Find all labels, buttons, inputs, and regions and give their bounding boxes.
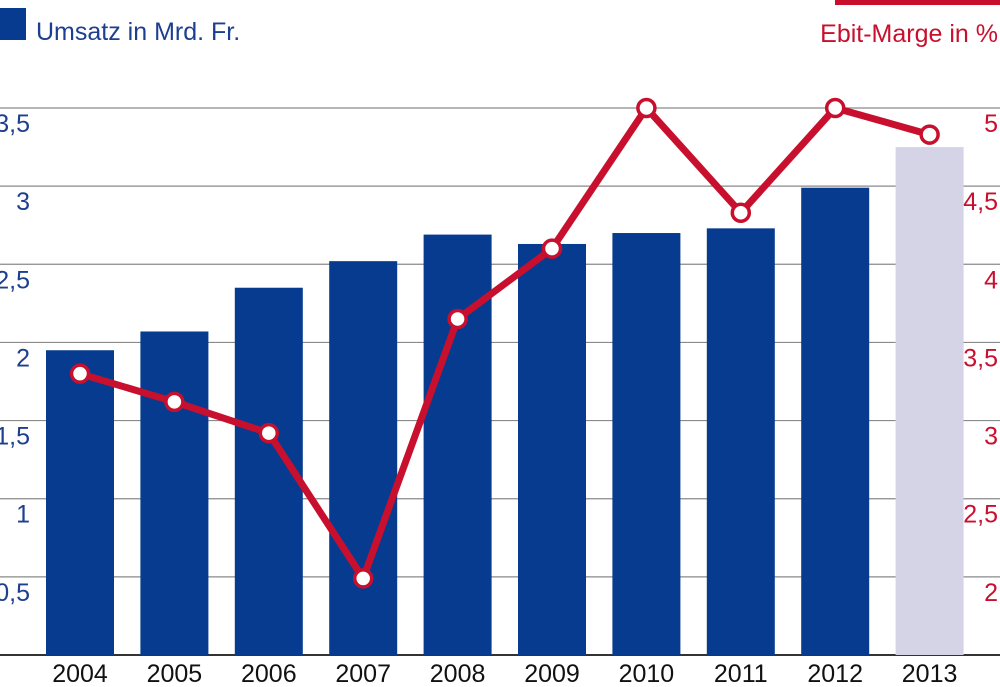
left-tick-label: 3 xyxy=(16,188,30,216)
legend-right-label: Ebit-Marge in % xyxy=(820,20,998,48)
margin-point-2008 xyxy=(447,308,468,330)
left-tick-label: 2 xyxy=(16,344,30,372)
margin-line xyxy=(69,97,940,589)
bar-2004 xyxy=(46,350,114,655)
bar-2010 xyxy=(612,233,681,655)
legend: Umsatz in Mrd. Fr. Ebit-Marge in % xyxy=(0,0,1000,48)
margin-point-2009 xyxy=(541,238,563,259)
x-tick-label: 2004 xyxy=(52,660,108,687)
bar-2007 xyxy=(329,261,398,655)
left-axis-ticks: 0,5 1 1,5 2 2,5 3 3,5 xyxy=(0,110,30,607)
right-tick-label: 4,5 xyxy=(963,188,998,216)
right-tick-label: 3,5 xyxy=(963,344,998,372)
margin-point-2013 xyxy=(919,124,940,145)
bar-2013 xyxy=(895,147,964,656)
bars xyxy=(46,147,964,656)
legend-left-label: Umsatz in Mrd. Fr. xyxy=(36,18,240,46)
right-tick-label: 2 xyxy=(984,579,998,607)
bar-2011 xyxy=(706,228,775,655)
legend-right-swatch xyxy=(835,0,1000,5)
left-tick-label: 1 xyxy=(16,501,30,529)
x-tick-label: 2006 xyxy=(241,660,297,687)
margin-point-2010 xyxy=(636,97,657,119)
margin-point-2004 xyxy=(69,363,91,384)
x-tick-label: 2013 xyxy=(902,660,958,687)
margin-point-2007 xyxy=(352,568,374,589)
x-tick-label: 2005 xyxy=(147,660,203,687)
x-tick-label: 2007 xyxy=(335,660,391,687)
right-tick-label: 4 xyxy=(984,266,998,294)
margin-point-2005 xyxy=(164,391,185,413)
x-tick-label: 2011 xyxy=(714,660,768,687)
right-axis-ticks: 2 2,5 3 3,5 4 4,5 5 xyxy=(963,110,998,607)
margin-point-2011 xyxy=(730,202,752,223)
x-tick-label: 2012 xyxy=(807,660,863,687)
left-tick-label: 1,5 xyxy=(0,423,30,451)
x-tick-label: 2008 xyxy=(430,660,486,687)
right-tick-label: 5 xyxy=(984,110,998,138)
legend-left-swatch xyxy=(0,8,26,40)
right-tick-label: 3 xyxy=(984,423,998,451)
bar-2012 xyxy=(801,187,870,655)
right-tick-label: 2,5 xyxy=(963,501,998,529)
bar-2009 xyxy=(518,243,586,655)
margin-point-2006 xyxy=(258,422,280,444)
left-tick-label: 0,5 xyxy=(0,579,30,607)
x-tick-label: 2010 xyxy=(619,660,675,687)
left-tick-label: 2,5 xyxy=(0,266,30,294)
margin-point-2012 xyxy=(824,97,846,119)
margin-line-path xyxy=(76,104,934,582)
bar-2005 xyxy=(140,331,209,655)
left-tick-label: 3,5 xyxy=(0,110,30,138)
x-tick-label: 2009 xyxy=(524,660,580,687)
x-axis-ticks: 2004 2005 2006 2007 2008 2009 2010 2011 2012 2013 xyxy=(52,660,957,687)
